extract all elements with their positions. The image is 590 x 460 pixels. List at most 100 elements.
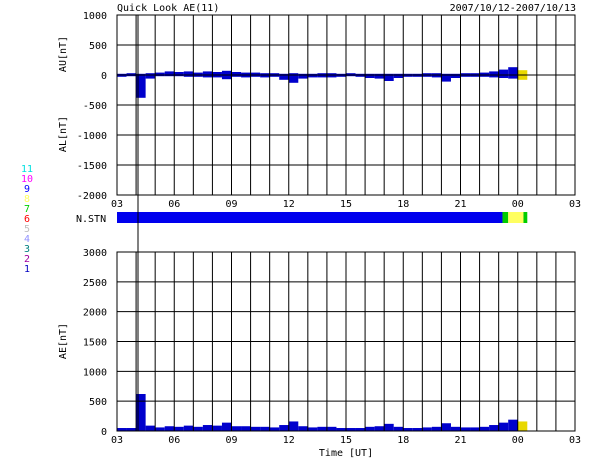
au-bar bbox=[336, 73, 346, 75]
al-bar bbox=[212, 75, 222, 78]
x-tick-label: 06 bbox=[168, 435, 180, 446]
x-tick-label: 18 bbox=[397, 435, 409, 446]
al-bar bbox=[517, 75, 528, 80]
au-bar bbox=[241, 72, 251, 75]
ae-bar bbox=[231, 426, 242, 431]
y-tick-label: 1000 bbox=[83, 367, 107, 378]
au-bar bbox=[470, 73, 480, 75]
au-bar bbox=[221, 70, 232, 75]
chart-title: Quick Look AE(11) bbox=[117, 3, 219, 14]
ae-bar bbox=[441, 423, 451, 431]
al-bar bbox=[470, 75, 480, 77]
ae-bar bbox=[326, 426, 337, 431]
y-tick-label: 0 bbox=[101, 71, 107, 82]
ae-bar bbox=[508, 419, 518, 431]
au-bar bbox=[508, 67, 518, 75]
al-bar bbox=[126, 75, 137, 77]
ae-bar bbox=[136, 394, 146, 431]
au-bar bbox=[346, 73, 356, 75]
y-tick-label: 3000 bbox=[83, 248, 107, 259]
station-legend-label: 3 bbox=[24, 244, 30, 255]
al-bar bbox=[412, 75, 423, 77]
y-tick-label: 2500 bbox=[83, 278, 107, 289]
ae-bar bbox=[403, 428, 413, 431]
x-tick-label: 18 bbox=[397, 199, 409, 210]
date-range: 2007/10/12-2007/10/13 bbox=[450, 3, 576, 14]
x-axis-label: Time [UT] bbox=[319, 448, 373, 459]
au-al-frame bbox=[116, 14, 576, 196]
x-tick-label: 21 bbox=[454, 435, 466, 446]
al-bar bbox=[431, 75, 442, 78]
au-bar bbox=[422, 73, 432, 75]
al-bar bbox=[288, 75, 299, 83]
au-bar bbox=[479, 72, 490, 75]
au-bar bbox=[307, 73, 318, 75]
al-bar bbox=[183, 75, 194, 77]
al-bar bbox=[326, 75, 337, 78]
y-tick-label: 1500 bbox=[83, 338, 107, 349]
x-tick-label: 12 bbox=[283, 199, 295, 210]
x-tick-label: 00 bbox=[512, 199, 524, 210]
au-bar bbox=[384, 73, 394, 75]
au-bar bbox=[269, 73, 280, 75]
ae-bar bbox=[384, 423, 394, 431]
x-tick-label: 03 bbox=[111, 199, 123, 210]
al-bar bbox=[441, 75, 451, 82]
au-bar bbox=[412, 73, 423, 75]
ae-bar bbox=[174, 426, 184, 431]
au-bar bbox=[155, 72, 165, 75]
ae-bar bbox=[117, 428, 127, 431]
x-tick-label: 06 bbox=[168, 199, 180, 210]
au-bar bbox=[260, 73, 270, 75]
al-bar bbox=[117, 75, 127, 77]
ae-bar bbox=[489, 425, 499, 431]
al-axis-label: AL[nT] bbox=[58, 116, 69, 152]
au-axis-label: AU[nT] bbox=[58, 36, 69, 72]
x-tick-label: 12 bbox=[283, 435, 295, 446]
au-bar bbox=[212, 72, 222, 75]
station-legend-label: 11 bbox=[21, 164, 33, 175]
ae-bar bbox=[336, 428, 346, 431]
au-bar bbox=[136, 73, 146, 75]
al-bar bbox=[365, 75, 375, 78]
ae-bar bbox=[269, 427, 280, 431]
ae-grid bbox=[117, 252, 575, 431]
al-bar bbox=[193, 75, 203, 77]
au-al-grid bbox=[117, 15, 575, 195]
al-bar bbox=[279, 75, 289, 80]
al-bar bbox=[489, 75, 499, 78]
x-tick-label: 03 bbox=[569, 199, 581, 210]
x-tick-label: 09 bbox=[225, 435, 237, 446]
al-bar bbox=[260, 75, 270, 78]
station-legend-label: 1 bbox=[24, 264, 30, 275]
au-bar bbox=[517, 70, 528, 75]
station-legend-label: 4 bbox=[24, 234, 30, 245]
y-tick-label: -500 bbox=[83, 101, 107, 112]
au-al-x-ticks: 03 06 09 12 15 18 21 00 03 bbox=[111, 199, 581, 210]
ae-bar bbox=[346, 428, 356, 431]
al-bar bbox=[393, 75, 404, 78]
au-bar bbox=[202, 71, 213, 75]
ae-bar bbox=[422, 427, 432, 431]
y-tick-label: -1000 bbox=[77, 131, 107, 142]
station-count-segment bbox=[117, 212, 503, 223]
x-tick-label: 21 bbox=[454, 199, 466, 210]
y-tick-label: 0 bbox=[101, 427, 107, 438]
station-legend-label: 6 bbox=[24, 214, 30, 225]
al-bar bbox=[403, 75, 413, 77]
ae-bar bbox=[202, 425, 213, 431]
x-tick-label: 15 bbox=[340, 199, 352, 210]
ae-bar bbox=[279, 425, 289, 431]
y-tick-label: 2000 bbox=[83, 308, 107, 319]
ae-axis-label: AE[nT] bbox=[58, 323, 69, 359]
al-bar bbox=[136, 75, 146, 98]
y-tick-label: 500 bbox=[89, 41, 107, 52]
nstn-label: N.STN bbox=[76, 214, 106, 225]
station-legend-label: 2 bbox=[24, 254, 30, 265]
au-bar bbox=[460, 73, 471, 75]
au-bar bbox=[231, 72, 242, 75]
ae-bar bbox=[355, 428, 366, 431]
au-bar bbox=[498, 69, 509, 75]
al-bar bbox=[508, 75, 518, 79]
ae-bar bbox=[145, 425, 156, 431]
